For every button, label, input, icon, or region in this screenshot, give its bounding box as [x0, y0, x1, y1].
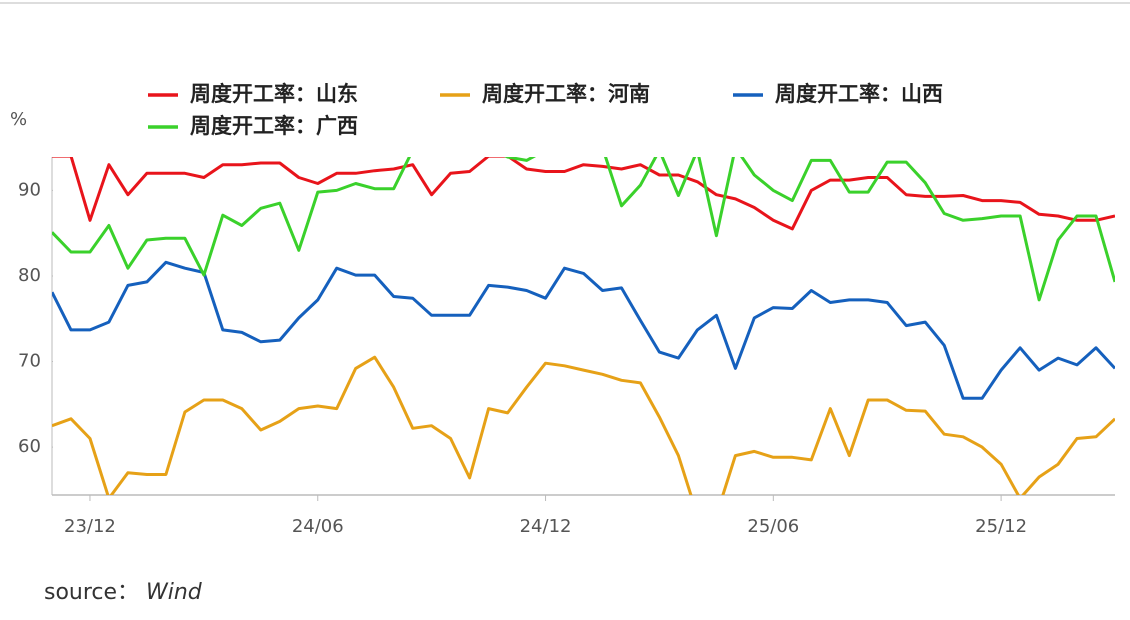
y-tick-label: 60 [18, 436, 41, 457]
series-line [52, 157, 1115, 231]
plot-area [52, 157, 1115, 495]
y-tick-label: 70 [18, 351, 41, 372]
y-tick-label: 80 [18, 265, 41, 286]
legend-label: 周度开工率：山西 [775, 82, 943, 106]
y-axis-label: % [10, 109, 27, 130]
x-tick-label: 25/12 [975, 516, 1027, 537]
x-tick-label: 24/06 [292, 516, 344, 537]
y-tick-label: 90 [18, 179, 41, 200]
x-tick-label: 24/12 [520, 516, 572, 537]
series-line [52, 355, 1115, 495]
source-label: source： [44, 580, 139, 605]
legend-label: 周度开工率：山东 [190, 82, 358, 106]
legend-label: 周度开工率：广西 [190, 114, 358, 138]
x-tick-label: 23/12 [64, 516, 116, 537]
legend-label: 周度开工率：河南 [482, 82, 650, 106]
series-line [52, 157, 1115, 302]
x-tick-label: 25/06 [747, 516, 799, 537]
source: Wind [146, 580, 203, 605]
series-line [52, 260, 1115, 400]
